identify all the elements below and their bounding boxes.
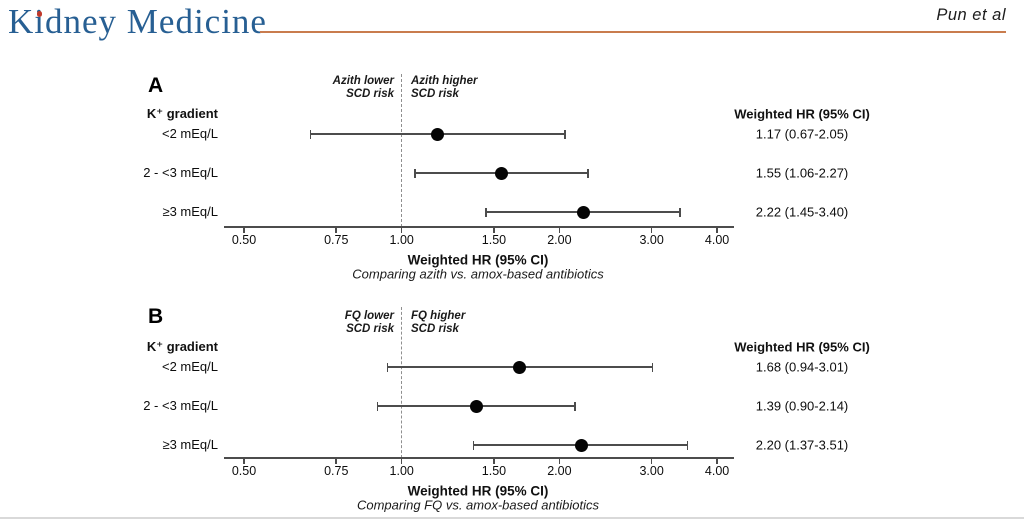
ci-cap-low-b-0 bbox=[386, 362, 389, 372]
ci-cap-low-b-2 bbox=[472, 440, 475, 450]
x-tick-label-b-4: 2.00 bbox=[547, 464, 572, 478]
x-tick-a-3 bbox=[493, 227, 495, 233]
x-axis-title-b: Weighted HR (95% CI) bbox=[407, 483, 549, 499]
x-tick-label-a-0: 0.50 bbox=[231, 233, 257, 247]
hr-value-a-0: 1.17 (0.67-2.05) bbox=[755, 126, 849, 142]
annotation-higher-risk-a: Azith higher SCD risk bbox=[411, 75, 478, 100]
ci-cap-high-b-2 bbox=[686, 440, 689, 450]
x-tick-label-b-0: 0.50 bbox=[231, 464, 257, 478]
group-header-b: K⁺ gradient bbox=[146, 339, 218, 354]
x-tick-label-b-2: 1.00 bbox=[389, 464, 414, 478]
annotation-lower-risk-b: FQ lower SCD risk bbox=[344, 310, 394, 335]
panel-label-b: B bbox=[148, 305, 164, 328]
x-tick-label-a-5: 3.00 bbox=[639, 233, 664, 247]
x-axis-caption-b: Comparing FQ vs. amox-based antibiotics bbox=[356, 497, 600, 513]
point-estimate-a-1 bbox=[494, 166, 508, 180]
row-label-b-1: 2 - <3 mEq/L bbox=[143, 398, 218, 413]
slide-bottom-border bbox=[0, 517, 1024, 519]
x-tick-b-4 bbox=[558, 458, 561, 464]
x-tick-label-b-6: 4.00 bbox=[704, 464, 730, 478]
point-estimate-a-2 bbox=[576, 205, 590, 219]
ci-cap-high-b-1 bbox=[574, 401, 576, 411]
row-label-a-2: ≥3 mEq/L bbox=[162, 204, 218, 219]
ci-cap-high-a-0 bbox=[564, 129, 566, 139]
hr-value-a-2: 2.22 (1.45-3.40) bbox=[755, 204, 849, 220]
ci-cap-high-a-2 bbox=[679, 207, 681, 217]
header-rule bbox=[260, 31, 1006, 33]
x-axis-title-a: Weighted HR (95% CI) bbox=[407, 252, 549, 268]
x-tick-a-0 bbox=[243, 227, 245, 233]
x-axis-a bbox=[224, 226, 734, 228]
reference-line-b bbox=[400, 307, 402, 458]
annotation-higher-risk-b: FQ higher SCD risk bbox=[411, 310, 466, 335]
point-estimate-b-1 bbox=[470, 399, 484, 413]
journal-logo-text: Kidney Medicine bbox=[8, 2, 267, 41]
x-tick-b-6 bbox=[716, 458, 718, 464]
row-label-b-0: <2 mEq/L bbox=[161, 359, 218, 374]
x-tick-a-4 bbox=[558, 227, 561, 233]
hr-column-header-a: Weighted HR (95% CI) bbox=[734, 106, 870, 122]
x-tick-a-5 bbox=[650, 227, 653, 233]
x-tick-label-b-3: 1.50 bbox=[481, 464, 507, 478]
x-tick-label-b-5: 3.00 bbox=[639, 464, 664, 478]
x-tick-label-a-6: 4.00 bbox=[704, 233, 730, 247]
x-tick-label-a-4: 2.00 bbox=[547, 233, 572, 247]
x-tick-label-b-1: 0.75 bbox=[324, 464, 349, 478]
x-tick-b-2 bbox=[400, 458, 403, 464]
point-estimate-a-0 bbox=[430, 127, 444, 141]
point-estimate-b-0 bbox=[513, 360, 527, 374]
ci-cap-low-a-2 bbox=[485, 207, 487, 217]
authors-citation: Pun et al bbox=[936, 6, 1006, 24]
x-tick-a-1 bbox=[335, 227, 337, 233]
hr-value-b-1: 1.39 (0.90-2.14) bbox=[755, 398, 849, 414]
x-tick-b-5 bbox=[650, 458, 653, 464]
group-header-a: K⁺ gradient bbox=[146, 106, 218, 121]
ci-cap-high-b-0 bbox=[651, 362, 654, 372]
x-tick-b-1 bbox=[335, 458, 337, 464]
row-label-a-0: <2 mEq/L bbox=[161, 126, 218, 141]
x-tick-b-0 bbox=[243, 458, 245, 464]
x-axis-b bbox=[224, 457, 734, 459]
hr-column-header-b: Weighted HR (95% CI) bbox=[734, 339, 870, 355]
reference-line-a bbox=[400, 74, 402, 227]
logo-i-dot bbox=[36, 11, 42, 17]
annotation-lower-risk-a: Azith lower SCD risk bbox=[332, 75, 394, 100]
hr-value-a-1: 1.55 (1.06-2.27) bbox=[755, 165, 849, 181]
x-tick-b-3 bbox=[493, 458, 495, 464]
ci-cap-low-b-1 bbox=[376, 401, 379, 411]
x-axis-caption-a: Comparing azith vs. amox-based antibioti… bbox=[352, 266, 604, 282]
ci-cap-low-a-1 bbox=[414, 168, 416, 178]
hr-value-b-0: 1.68 (0.94-3.01) bbox=[755, 359, 849, 375]
x-tick-label-a-1: 0.75 bbox=[324, 233, 349, 247]
panel-label-a: A bbox=[148, 74, 164, 97]
hr-value-b-2: 2.20 (1.37-3.51) bbox=[755, 437, 849, 453]
journal-logo: Kidney Medicine bbox=[8, 2, 267, 42]
row-label-a-1: 2 - <3 mEq/L bbox=[143, 165, 218, 180]
x-tick-label-a-3: 1.50 bbox=[481, 233, 507, 247]
x-tick-a-2 bbox=[400, 227, 403, 233]
ci-cap-high-a-1 bbox=[587, 168, 589, 178]
row-label-b-2: ≥3 mEq/L bbox=[162, 437, 218, 452]
x-tick-label-a-2: 1.00 bbox=[389, 233, 414, 247]
ci-cap-low-a-0 bbox=[309, 129, 312, 139]
x-tick-a-6 bbox=[716, 227, 718, 233]
point-estimate-b-2 bbox=[574, 438, 588, 452]
